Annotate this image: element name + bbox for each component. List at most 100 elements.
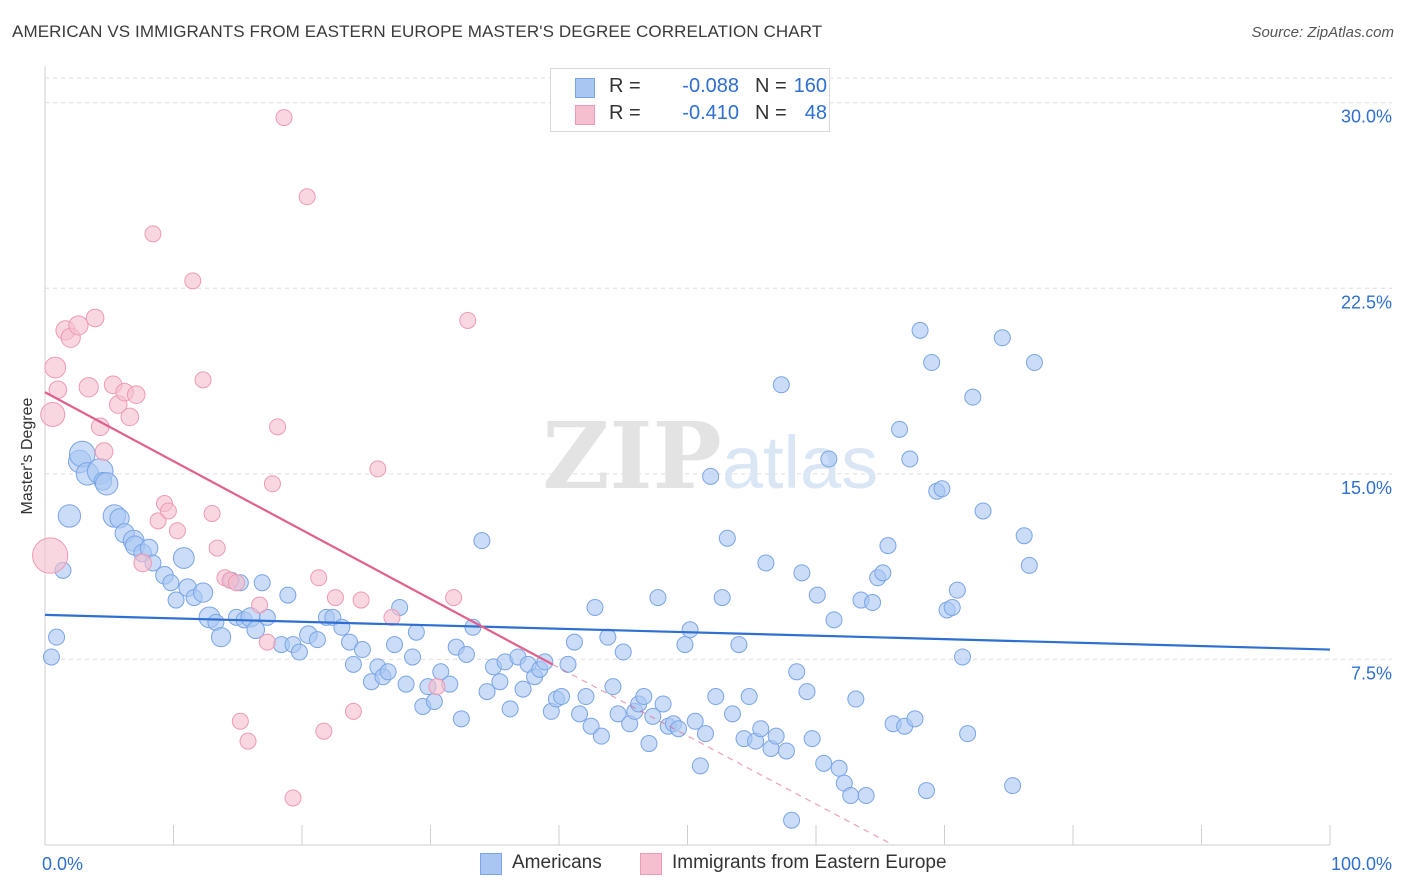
american-point	[478, 683, 496, 701]
american-point	[635, 688, 653, 706]
american-point	[864, 594, 882, 612]
immigrant-point	[194, 371, 212, 389]
immigrant-point	[184, 272, 202, 290]
american-point	[948, 581, 966, 599]
trend-line	[44, 391, 554, 666]
american-point	[820, 450, 838, 468]
immigrant-point	[68, 315, 89, 336]
american-point	[1004, 777, 1022, 795]
american-point	[404, 648, 422, 666]
immigrant-point	[258, 633, 276, 651]
data-points	[32, 109, 1043, 829]
american-point	[740, 688, 758, 706]
immigrant-point	[315, 722, 333, 740]
bottom-legend-label: Americans	[512, 852, 602, 873]
american-point	[386, 636, 404, 654]
american-point	[696, 725, 714, 743]
immigrant-point	[231, 712, 249, 730]
y-tick-label: 22.5%	[1341, 292, 1392, 312]
legend-n-value: 48	[804, 102, 827, 124]
american-point	[341, 633, 359, 651]
trend-lines	[44, 391, 1331, 846]
immigrant-point	[445, 589, 463, 607]
american-point	[918, 782, 936, 800]
american-point	[644, 707, 662, 725]
american-point	[571, 705, 589, 723]
y-tick-label: 30.0%	[1341, 107, 1392, 127]
american-point	[891, 420, 909, 438]
immigrant-point	[78, 377, 99, 398]
american-point	[788, 663, 806, 681]
american-point	[847, 690, 865, 708]
american-point	[473, 532, 491, 550]
legend-n-value: 160	[793, 75, 827, 97]
legend-n-label: N =	[755, 102, 787, 124]
y-tick-label: 7.5%	[1351, 663, 1392, 683]
american-point	[308, 631, 326, 649]
immigrant-point	[352, 591, 370, 609]
american-point	[452, 710, 470, 728]
immigrant-point	[94, 442, 114, 461]
immigrant-point	[85, 308, 105, 328]
immigrant-point	[298, 188, 316, 206]
immigrant-point	[203, 504, 221, 522]
watermark-atlas: atlas	[722, 421, 878, 504]
immigrant-point	[126, 385, 146, 404]
immigrant-point	[326, 589, 344, 607]
american-point	[210, 627, 232, 648]
immigrant-point	[208, 539, 226, 557]
gridlines	[45, 77, 1392, 660]
american-point	[793, 564, 811, 582]
american-point	[577, 688, 595, 706]
y-tick-label: 15.0%	[1341, 478, 1392, 498]
american-point	[803, 730, 821, 748]
american-point	[649, 589, 667, 607]
american-point	[640, 735, 658, 753]
american-point	[279, 586, 297, 604]
immigrant-point	[159, 502, 177, 520]
american-point	[686, 712, 704, 730]
american-point	[730, 636, 748, 654]
immigrant-point	[168, 522, 186, 540]
american-point	[798, 683, 816, 701]
american-point	[681, 621, 699, 639]
immigrant-point	[383, 608, 401, 626]
american-point	[586, 598, 604, 616]
american-point	[825, 611, 843, 629]
immigrant-point	[344, 702, 362, 720]
american-point	[94, 472, 119, 496]
legend-r-label: R =	[609, 102, 641, 124]
american-point	[777, 742, 795, 760]
trend-line-extension	[552, 663, 894, 846]
american-point	[752, 720, 770, 738]
immigrant-point	[32, 537, 69, 574]
american-point	[718, 529, 736, 547]
american-point	[772, 376, 790, 394]
american-point	[808, 586, 826, 604]
american-point	[344, 655, 362, 673]
american-point	[353, 641, 371, 659]
american-point	[162, 574, 180, 592]
american-point	[582, 717, 600, 735]
american-point	[425, 692, 443, 710]
american-point	[702, 467, 720, 485]
american-point	[933, 480, 951, 498]
immigrant-point	[133, 553, 152, 573]
american-point	[407, 623, 425, 641]
american-point	[901, 450, 919, 468]
immigrant-point	[40, 401, 66, 427]
american-point	[172, 547, 195, 569]
legend-n-label: N =	[755, 75, 787, 97]
american-point	[676, 636, 694, 654]
chart-title: AMERICAN VS IMMIGRANTS FROM EASTERN EURO…	[12, 22, 823, 41]
american-point	[501, 700, 519, 718]
watermark: ZIP atlas	[542, 402, 878, 510]
american-point	[911, 321, 929, 339]
american-point	[964, 388, 982, 406]
tick-labels: 7.5% 15.0% 22.5% 30.0% 0.0% 100.0%	[42, 107, 1392, 874]
axes	[44, 66, 1331, 846]
american-point	[604, 678, 622, 696]
immigrant-point	[120, 407, 140, 427]
american-point	[565, 633, 583, 651]
american-point	[723, 705, 741, 723]
